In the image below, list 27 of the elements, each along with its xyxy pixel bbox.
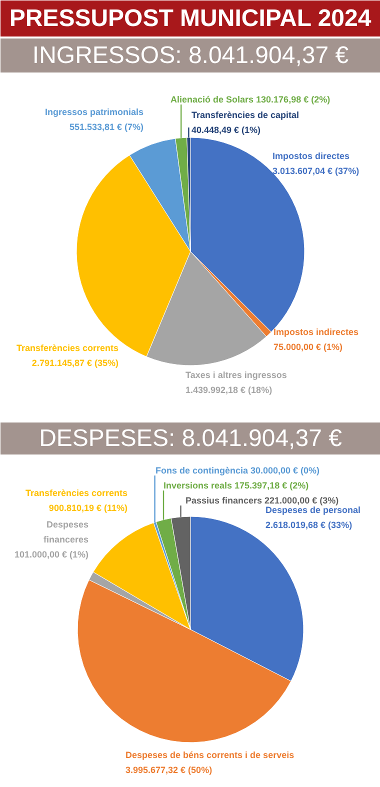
slice-label: Despeses financeres	[43, 520, 89, 544]
data-label: 40.448,49 € (1%)	[192, 125, 261, 135]
slice-label: Transferències corrents	[16, 343, 119, 353]
data-label: 1.439.992,18 € (18%)	[186, 385, 272, 395]
data-label: 75.000,00 € (1%)	[274, 342, 343, 352]
chart-subtitle: INGRESSOS: 8.041.904,37 €	[32, 42, 350, 69]
slice-label: Ingressos patrimonials	[44, 107, 144, 117]
slice-label: Taxes i altres ingressos	[186, 370, 287, 380]
data-label: 101.000,00 € (1%)	[14, 550, 89, 560]
data-label: 2.618.019,68 € (33%)	[266, 520, 352, 530]
slice-label: Fons de contingència 30.000,00 € (0%)	[156, 466, 320, 476]
data-label: 900.810,19 € (11%)	[48, 503, 128, 513]
slice-label: Impostos directes	[272, 151, 350, 161]
data-label: 3.013.607,04 € (37%)	[272, 166, 360, 176]
slice-label: Transferències corrents	[25, 488, 128, 498]
chart-title: PRESSUPOST MUNICIPAL 2024	[9, 5, 372, 32]
slice-label: Despeses de béns corrents i de serveis	[126, 750, 294, 760]
data-label: 551.533,81 € (7%)	[69, 122, 144, 132]
slice-label: Impostos indirectes	[274, 327, 359, 337]
chart-title: DESPESES: 8.041.904,37 €	[39, 425, 343, 452]
slice-label: Despeses de personal	[266, 505, 361, 515]
data-label: 3.995.677,32 € (50%)	[126, 765, 212, 775]
data-label: 2.791.145,87 € (35%)	[32, 358, 119, 368]
slice-label: Transferències de capital	[192, 110, 300, 120]
slice-label: Passius financers 221.000,00 € (3%)	[186, 496, 339, 506]
slice-label: Inversions reals 175.397,18 € (2%)	[164, 480, 309, 490]
slice-label: Alienació de Solars 130.176,98 € (2%)	[170, 94, 330, 104]
